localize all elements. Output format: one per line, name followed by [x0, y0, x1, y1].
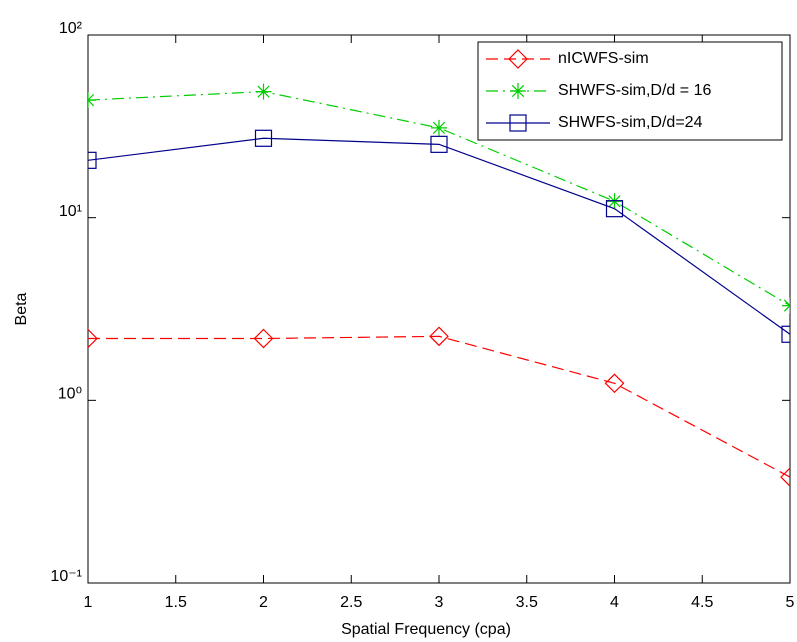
- y-tick-label: 10²: [59, 20, 83, 37]
- x-tick-label: 3: [435, 594, 444, 611]
- marker: [88, 328, 98, 349]
- x-tick-label: 4.5: [691, 594, 713, 611]
- marker-shape: [781, 325, 790, 343]
- legend-label: SHWFS-sim,D/d = 16: [558, 82, 711, 99]
- marker: [253, 328, 274, 349]
- marker-shape: [510, 83, 526, 99]
- marker: [254, 129, 273, 147]
- x-tick-label: 5: [786, 594, 795, 611]
- x-tick-label: 4: [610, 594, 619, 611]
- marker: [429, 326, 449, 347]
- x-tick-label: 2.5: [340, 594, 362, 611]
- marker: [781, 325, 790, 343]
- marker-shape: [429, 326, 449, 347]
- y-axis-label: Beta: [13, 292, 30, 325]
- series-line: [88, 335, 790, 478]
- marker-shape: [253, 328, 274, 349]
- y-tick-label: 10¹: [59, 203, 82, 220]
- x-tick-label: 1: [84, 594, 93, 611]
- x-tick-label: 3.5: [516, 594, 538, 611]
- marker-shape: [430, 135, 448, 153]
- marker-shape: [88, 151, 97, 169]
- x-tick-label: 2: [259, 594, 268, 611]
- x-axis-label: Spatial Frequency (cpa): [341, 621, 511, 638]
- marker: [605, 200, 624, 218]
- x-tick-label: 1.5: [165, 594, 187, 611]
- marker: [255, 83, 272, 100]
- marker-shape: [509, 114, 527, 132]
- marker: [508, 49, 528, 69]
- legend-label: SHWFS-sim,D/d=24: [558, 114, 703, 131]
- marker-shape: [508, 49, 528, 69]
- marker: [431, 119, 447, 136]
- marker-shape: [431, 119, 447, 136]
- marker-shape: [780, 467, 790, 487]
- marker-shape: [605, 200, 624, 218]
- y-tick-label: 10⁰: [58, 386, 82, 403]
- marker-shape: [255, 83, 272, 100]
- marker: [780, 467, 790, 487]
- marker-shape: [88, 328, 98, 349]
- marker: [510, 83, 526, 99]
- legend-label: nICWFS-sim: [558, 50, 649, 67]
- series-line: [88, 137, 790, 335]
- marker: [88, 151, 97, 169]
- marker-shape: [254, 129, 273, 147]
- marker: [430, 135, 448, 153]
- marker-shape: [604, 373, 625, 394]
- marker: [509, 114, 527, 132]
- marker: [604, 373, 625, 394]
- y-tick-label: 10⁻¹: [50, 568, 82, 585]
